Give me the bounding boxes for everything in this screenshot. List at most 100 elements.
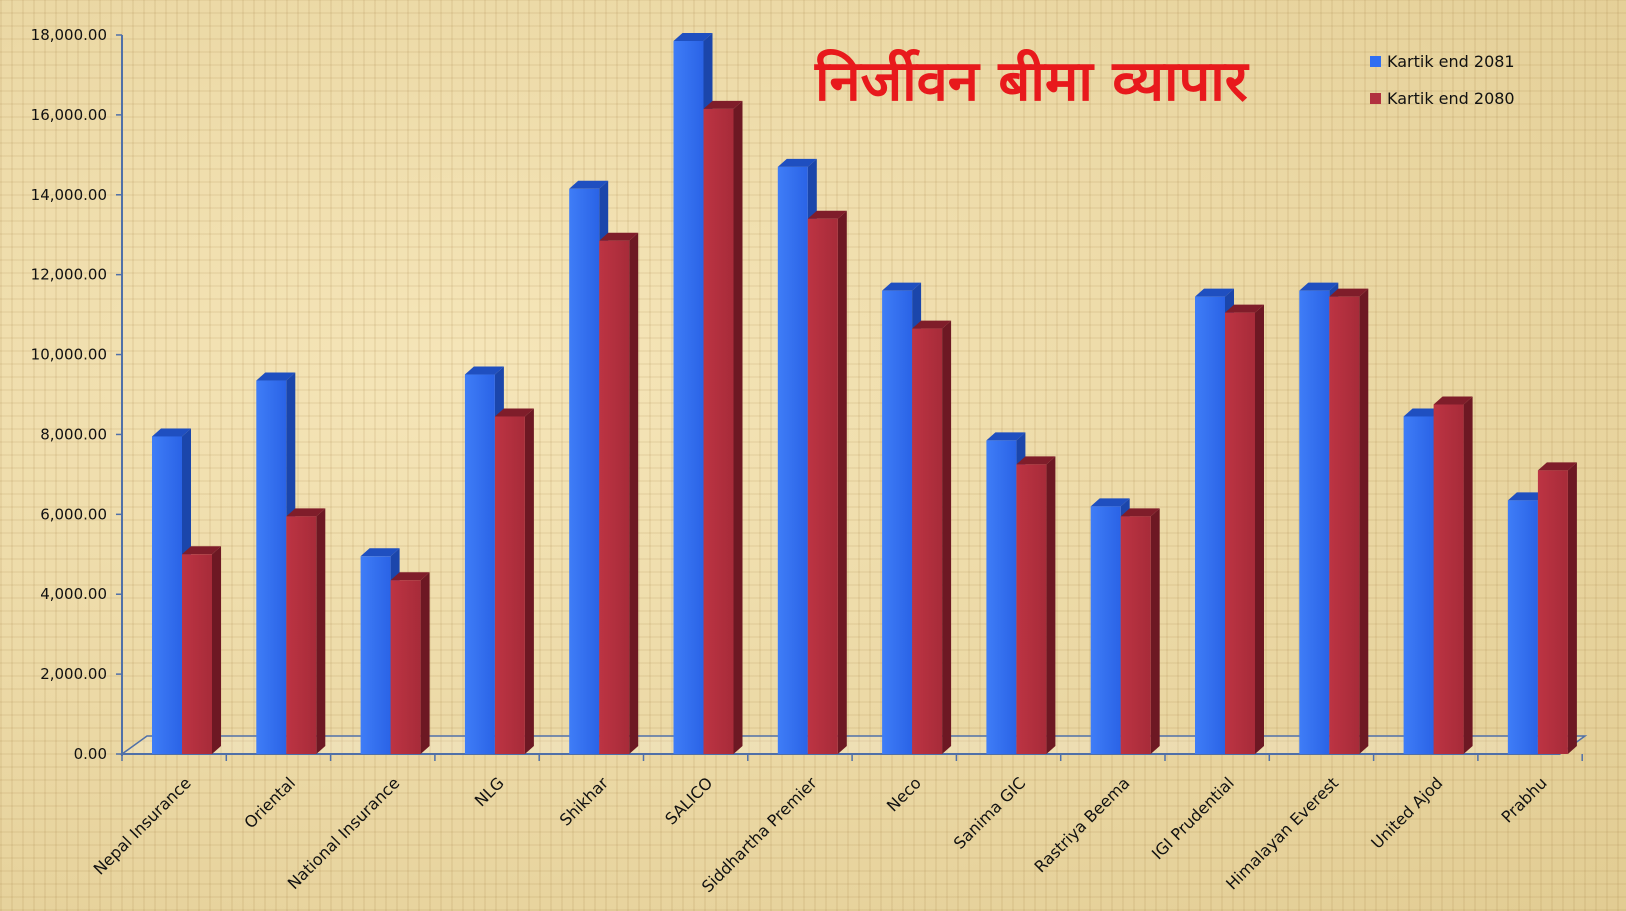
- bar-side: [1046, 456, 1056, 754]
- bar-front: [1537, 470, 1568, 754]
- category-label: SALICO: [661, 773, 716, 828]
- bar-top: [390, 572, 430, 581]
- bar-top: [1120, 508, 1160, 517]
- bar-side: [942, 320, 952, 754]
- category-label: Nepal Insurance: [90, 773, 195, 878]
- bar-side: [733, 100, 743, 755]
- bar-front: [182, 554, 212, 754]
- bar-front: [286, 516, 317, 754]
- bar-kartik-2080: [1329, 288, 1369, 754]
- y-tick-label: 10,000.00: [31, 346, 107, 364]
- legend-swatch: [1370, 56, 1381, 67]
- bar-front: [360, 556, 391, 754]
- legend-swatch: [1370, 93, 1381, 104]
- category-label: Neco: [883, 773, 925, 815]
- bar-top: [1225, 304, 1264, 313]
- category-label: United Ajod: [1367, 773, 1446, 852]
- bar-front: [912, 328, 943, 754]
- y-tick-label: 4,000.00: [40, 585, 107, 603]
- bar-kartik-2080: [1537, 462, 1577, 754]
- bar-top: [464, 366, 504, 375]
- bar-front: [569, 188, 600, 754]
- bar-top: [703, 100, 743, 109]
- bar-side: [524, 408, 534, 754]
- bar-front: [152, 436, 182, 754]
- y-tick-label: 8,000.00: [40, 425, 107, 443]
- bar-side: [1463, 396, 1473, 754]
- bar-kartik-2080: [703, 100, 743, 755]
- category-label: NLG: [471, 773, 508, 810]
- bar-front: [390, 580, 421, 754]
- bar-front: [1120, 516, 1151, 754]
- bar-front: [494, 416, 525, 754]
- category-label: National Insurance: [284, 773, 404, 893]
- category-label: Siddhartha Premier: [698, 773, 821, 896]
- bar-side: [837, 210, 847, 754]
- bar-front: [882, 290, 913, 754]
- bar-side: [1359, 288, 1369, 754]
- y-tick-label: 14,000.00: [31, 186, 107, 204]
- bar-front: [986, 440, 1017, 754]
- bar-side: [316, 508, 326, 754]
- bar-top: [1016, 456, 1056, 465]
- y-tick-label: 12,000.00: [31, 266, 107, 284]
- bar-front: [703, 108, 734, 755]
- bar-top: [1507, 492, 1547, 501]
- bar-side: [1150, 508, 1160, 754]
- bar-top: [1329, 288, 1369, 297]
- category-label: Shikhar: [556, 773, 613, 830]
- legend: Kartik end 2081 Kartik end 2080: [1370, 52, 1515, 108]
- bar-front: [1329, 296, 1360, 754]
- bar-top: [599, 232, 639, 241]
- bar-top: [1537, 462, 1577, 471]
- bar-top: [1299, 282, 1339, 291]
- bar-kartik-2080: [1433, 396, 1473, 754]
- y-tick-label: 6,000.00: [40, 505, 107, 523]
- category-label: Prabhu: [1498, 773, 1551, 826]
- bar-top: [777, 158, 817, 167]
- bar-front: [464, 374, 495, 754]
- category-label: IGI Prudential: [1148, 773, 1238, 863]
- bar-top: [1403, 408, 1443, 417]
- bar-front: [1403, 416, 1434, 754]
- bar-kartik-2080: [390, 572, 430, 754]
- category-label: Himalayan Everest: [1222, 773, 1342, 893]
- bar-side: [212, 546, 221, 754]
- bar-top: [882, 282, 922, 291]
- category-label: Rastriya Beema: [1031, 773, 1134, 876]
- bar-kartik-2080: [912, 320, 952, 754]
- y-tick-label: 16,000.00: [31, 106, 107, 124]
- bar-top: [360, 548, 400, 557]
- bar-front: [1507, 500, 1538, 754]
- bar-kartik-2080: [1120, 508, 1160, 754]
- y-tick-label: 2,000.00: [40, 665, 107, 683]
- bar-front: [1016, 464, 1047, 754]
- bar-top: [494, 408, 534, 417]
- bar-kartik-2080: [599, 232, 639, 755]
- bar-front: [1299, 290, 1330, 754]
- y-tick-label: 0.00: [74, 745, 107, 763]
- bar-front: [777, 166, 808, 755]
- bar-front: [807, 218, 838, 754]
- bar-side: [629, 232, 639, 755]
- bar-top: [1195, 288, 1234, 297]
- legend-label: Kartik end 2080: [1387, 89, 1515, 108]
- category-label: Oriental: [240, 773, 299, 832]
- bar-top: [182, 546, 221, 555]
- bar-top: [569, 180, 609, 189]
- bar-top: [986, 432, 1026, 441]
- legend-label: Kartik end 2081: [1387, 52, 1515, 71]
- bar-side: [420, 572, 430, 754]
- bar-front: [673, 40, 704, 755]
- bar-front: [1195, 296, 1225, 754]
- bar-side: [1255, 304, 1264, 754]
- y-tick-label: 18,000.00: [31, 26, 107, 44]
- bar-front: [599, 240, 630, 755]
- bar-front: [256, 380, 287, 754]
- bar-kartik-2080: [807, 210, 847, 754]
- bar-kartik-2080: [286, 508, 326, 754]
- bar-kartik-2080: [494, 408, 534, 754]
- bars: [152, 32, 1577, 755]
- bar-top: [673, 32, 713, 41]
